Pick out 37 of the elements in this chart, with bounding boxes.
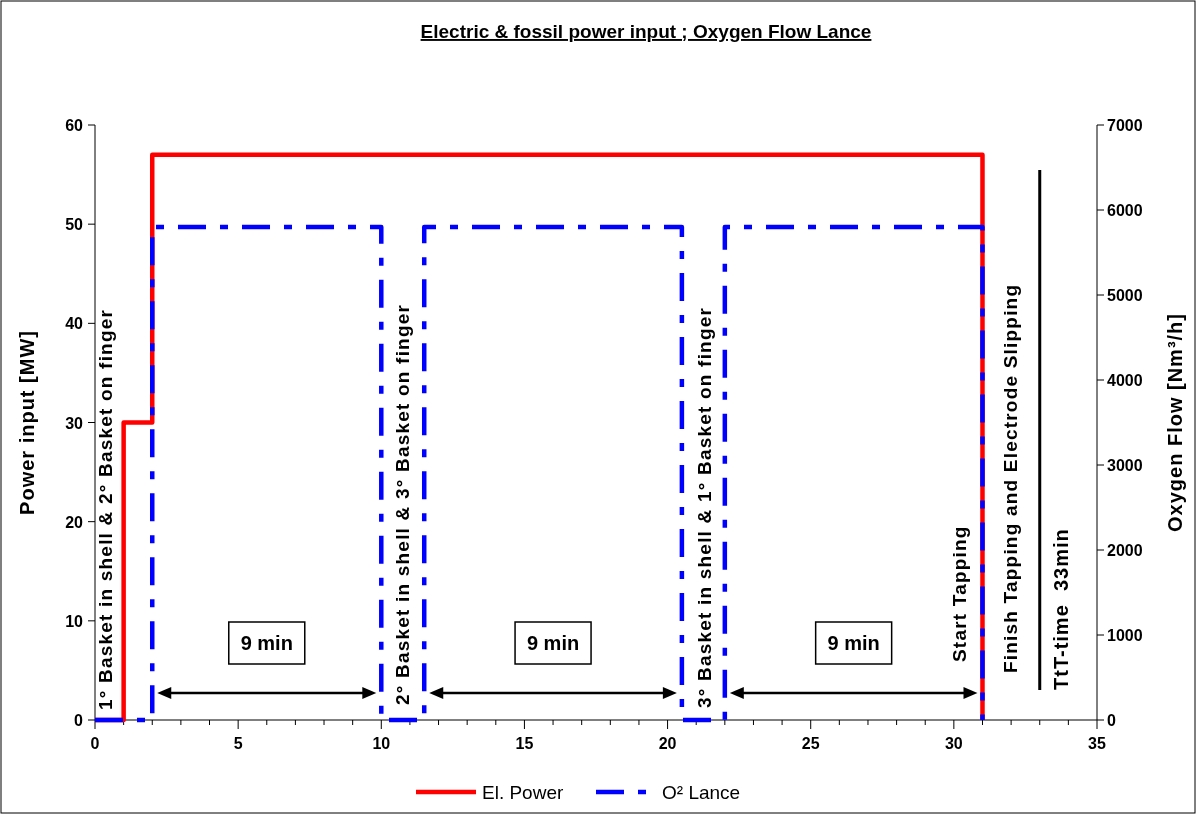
y2-tick-label: 4000 [1107, 372, 1143, 389]
y-tick-label: 0 [74, 712, 84, 729]
annotation: 9 min [240, 632, 293, 654]
x-tick-label: 25 [801, 735, 820, 752]
y-tick-label: 20 [65, 513, 84, 531]
x-tick-label: 15 [515, 735, 534, 752]
annotation: 9 min [827, 632, 880, 654]
y2-tick-label: 7000 [1107, 117, 1143, 134]
y2-tick-label: 6000 [1107, 202, 1143, 219]
x-tick-label: 20 [658, 735, 677, 752]
y-tick-label: 10 [65, 612, 84, 630]
x-tick-label: 10 [372, 735, 391, 752]
annotation: Start Tapping [948, 525, 970, 662]
y2-tick-label: 5000 [1107, 287, 1143, 304]
annotation: 1° Basket in shell & 2° Basket on finger [95, 308, 117, 710]
chart-title: Electric & fossil power input ; Oxygen Flow Lance [420, 21, 872, 42]
x-tick-label: 0 [90, 735, 100, 752]
ref-line-label: TtT-time 33min [1049, 528, 1072, 690]
legend-label: O² Lance [662, 782, 741, 803]
y-tick-label: 50 [65, 216, 84, 234]
annotation: 9 min [526, 632, 580, 654]
y-tick-label: 30 [65, 414, 84, 432]
y2-tick-label: 3000 [1107, 457, 1143, 474]
y2-tick-label: 1000 [1107, 627, 1143, 644]
y-tick-label: 40 [65, 315, 84, 333]
y-axis-title: Power input [MW] [16, 330, 38, 515]
x-tick-label: 30 [944, 735, 963, 752]
x-tick-label: 5 [233, 735, 243, 752]
x-tick-label: 35 [1088, 735, 1106, 752]
y2-axis-title: Oxygen Flow [Nm³/h] [1164, 313, 1186, 532]
annotation: Finish Tapping and Electrode Slipping [999, 283, 1021, 673]
y2-tick-label: 0 [1107, 712, 1116, 729]
y2-tick-label: 2000 [1107, 542, 1143, 559]
annotation: 2° Basket in shell & 3° Basket on finger [391, 303, 413, 705]
y-tick-label: 60 [65, 117, 84, 134]
legend-label: El. Power [482, 782, 564, 803]
annotation: 3° Basket in shell & 1° Basket on finger [694, 306, 716, 708]
